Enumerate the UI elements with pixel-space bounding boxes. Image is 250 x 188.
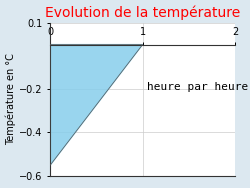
Polygon shape: [50, 45, 142, 165]
Text: heure par heure: heure par heure: [147, 82, 248, 92]
Y-axis label: Température en °C: Température en °C: [6, 54, 16, 146]
Title: Evolution de la température: Evolution de la température: [45, 6, 240, 20]
